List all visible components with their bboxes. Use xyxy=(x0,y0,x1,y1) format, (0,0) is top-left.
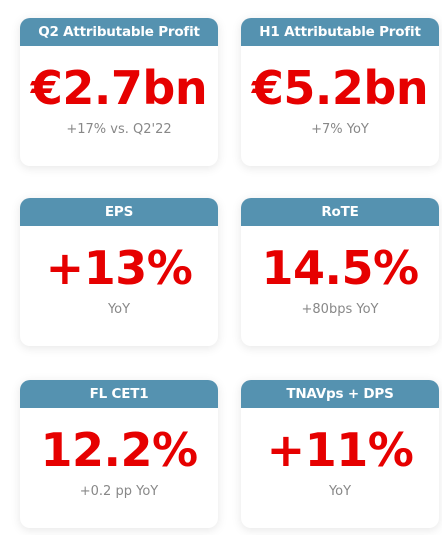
card-header: H1 Attributable Profit xyxy=(241,18,439,46)
kpi-card: RoTE 14.5% +80bps YoY xyxy=(241,198,439,346)
kpi-card: FL CET1 12.2% +0.2 pp YoY xyxy=(20,380,218,528)
card-value: €5.2bn xyxy=(251,61,429,115)
card-value: 14.5% xyxy=(261,241,419,295)
card-header: Q2 Attributable Profit xyxy=(20,18,218,46)
card-note: +0.2 pp YoY xyxy=(79,484,159,499)
card-note: +7% YoY xyxy=(311,122,369,137)
kpi-card: Q2 Attributable Profit €2.7bn +17% vs. Q2'… xyxy=(20,18,218,166)
card-note: +80bps YoY xyxy=(301,302,379,317)
card-value: +13% xyxy=(45,241,193,295)
card-note: YoY xyxy=(107,302,131,317)
card-note: +17% vs. Q2'22 xyxy=(66,122,172,137)
card-header: RoTE xyxy=(241,198,439,226)
card-header: FL CET1 xyxy=(20,380,218,408)
card-header: EPS xyxy=(20,198,218,226)
card-note: YoY xyxy=(328,484,352,499)
kpi-card: H1 Attributable Profit €5.2bn +7% YoY xyxy=(241,18,439,166)
card-value: 12.2% xyxy=(40,423,198,477)
card-header: TNAVps + DPS xyxy=(241,380,439,408)
kpi-card: EPS +13% YoY xyxy=(20,198,218,346)
kpi-card: TNAVps + DPS +11% YoY xyxy=(241,380,439,528)
card-value: +11% xyxy=(266,423,414,477)
card-value: €2.7bn xyxy=(30,61,208,115)
